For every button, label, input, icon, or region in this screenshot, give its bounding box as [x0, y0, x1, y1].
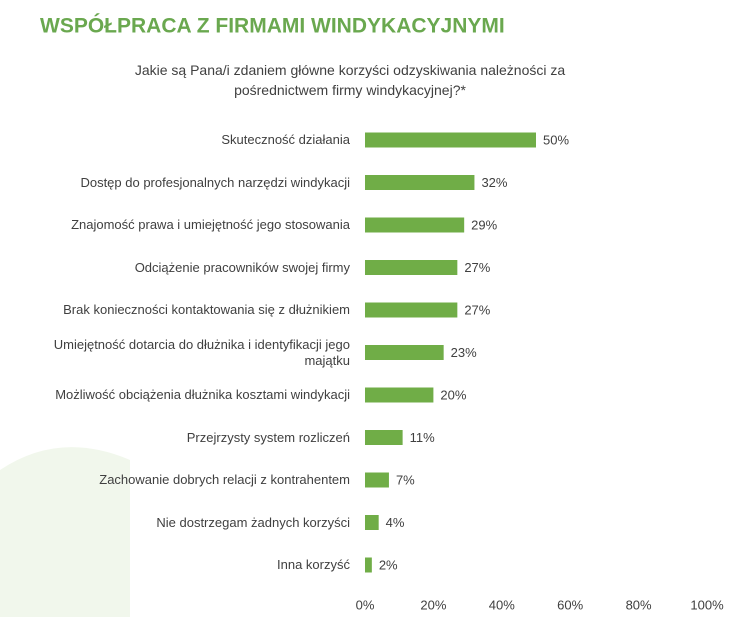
value-label: 7% [396, 472, 415, 487]
category-label: Inna korzyść [277, 557, 350, 572]
bar [365, 345, 444, 360]
bar [365, 430, 403, 445]
value-label: 29% [471, 217, 497, 232]
category-label: Brak konieczności kontaktowania się z dł… [63, 302, 350, 317]
category-label: Możliwość obciążenia dłużnika kosztami w… [55, 387, 350, 402]
bar [365, 387, 434, 403]
bar [365, 472, 389, 488]
value-label: 27% [464, 302, 490, 317]
background-shape [0, 447, 130, 617]
x-tick-label: 40% [489, 597, 515, 612]
bar [365, 260, 458, 275]
value-label: 23% [451, 345, 477, 360]
category-label: Nie dostrzegam żadnych korzyści [156, 514, 350, 530]
x-tick-label: 80% [626, 597, 652, 612]
bar [365, 175, 475, 190]
chart-subtitle: Jakie są Pana/i zdaniem główne korzyści … [134, 62, 566, 98]
x-tick-label: 0% [356, 597, 375, 612]
value-label: 11% [410, 430, 435, 445]
category-label: Odciążenie pracowników swojej firmy [134, 259, 350, 275]
value-label: 2% [379, 557, 398, 572]
value-label: 50% [543, 132, 569, 147]
value-label: 20% [440, 387, 466, 402]
bar [365, 515, 379, 530]
value-label: 4% [386, 515, 405, 530]
category-label: Skuteczność działania [221, 132, 350, 147]
category-label: Umiejętność dotarcia do dłużnika i ident… [53, 336, 350, 368]
value-label: 32% [481, 175, 507, 190]
category-label: Znajomość prawa i umiejętność jego stoso… [71, 217, 350, 232]
category-label: Dostęp do profesjonalnych narzędzi windy… [80, 174, 350, 190]
bar [365, 217, 465, 233]
value-label: 27% [464, 260, 490, 275]
x-tick-label: 100% [690, 597, 724, 612]
bar [365, 302, 458, 318]
bar [365, 132, 536, 148]
chart-title: WSPÓŁPRACA Z FIRMAMI WINDYKACYJNYMI [40, 14, 505, 38]
category-label: Przejrzysty system rozliczeń [186, 429, 350, 445]
x-tick-label: 60% [557, 597, 583, 612]
bar [365, 557, 372, 573]
category-label: Zachowanie dobrych relacji z kontrahente… [99, 472, 350, 487]
x-tick-label: 20% [420, 597, 446, 612]
